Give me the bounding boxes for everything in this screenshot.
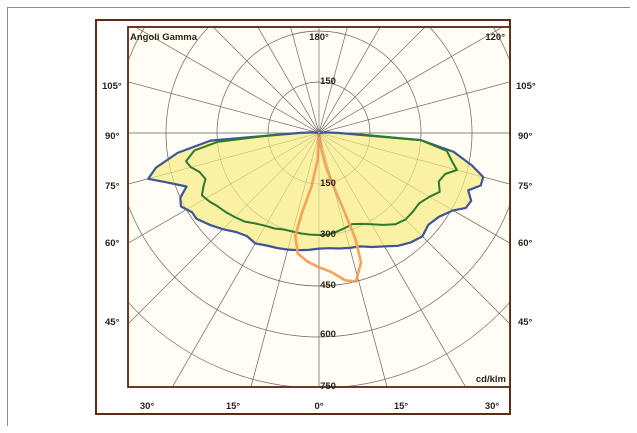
- angle-label-right-90: 90°: [518, 131, 533, 142]
- plot-layer: [128, 27, 510, 387]
- radial-tick-label-450: 450: [320, 280, 336, 291]
- angle-label-top-120: 120°: [485, 32, 505, 43]
- angle-label-bottom-15-right: 15°: [394, 401, 409, 412]
- angle-label-right-75: 75°: [518, 181, 533, 192]
- radial-tick-label-300: 300: [320, 229, 336, 240]
- radial-tick-label-150: 150: [320, 178, 336, 189]
- grid-ring-overlay-450: [165, 27, 473, 287]
- angle-label-top-180: 180°: [309, 32, 329, 43]
- radial-tick-label-top-150: 150: [320, 76, 336, 87]
- page-frame: [7, 7, 630, 426]
- angle-label-left-60: 60°: [105, 238, 120, 249]
- unit-label: cd/klm: [476, 374, 506, 385]
- grid-ring-overlay-300: [216, 30, 422, 236]
- grid-ring-overlay-600: [128, 27, 510, 338]
- angle-label-bottom-15-left: 15°: [226, 401, 241, 412]
- plot-border: [127, 26, 511, 388]
- angle-label-right-45: 45°: [518, 317, 533, 328]
- angle-label-bottom-30-right: 30°: [485, 401, 500, 412]
- angle-label-right-60: 60°: [518, 238, 533, 249]
- corner-label: Angoli Gamma: [130, 32, 198, 43]
- angle-label-right-105: 105°: [516, 81, 536, 92]
- angle-label-left-45: 45°: [105, 317, 120, 328]
- angle-label-left-90: 90°: [105, 131, 120, 142]
- angle-label-bottom-0: 0°: [314, 401, 323, 412]
- radial-tick-label-600: 600: [320, 329, 336, 340]
- angle-label-bottom-30-left: 30°: [140, 401, 155, 412]
- angle-label-left-105: 105°: [102, 81, 122, 92]
- angle-label-left-75: 75°: [105, 181, 120, 192]
- radial-tick-label-750: 750: [320, 381, 336, 392]
- grid-ring-overlay-150: [267, 81, 371, 185]
- curve-orange: [294, 131, 363, 283]
